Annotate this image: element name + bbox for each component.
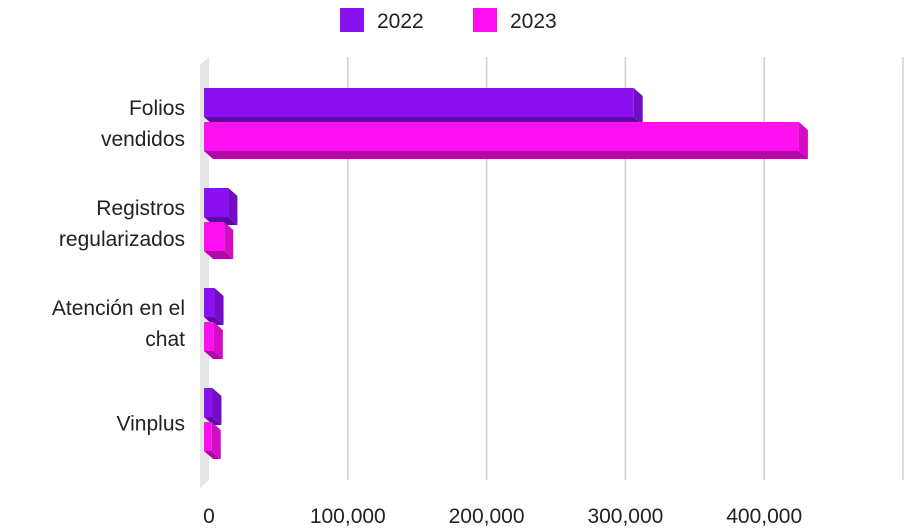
bars [204, 88, 808, 459]
bar-end [224, 222, 234, 259]
bar-front [204, 188, 229, 217]
bar-front [204, 122, 799, 151]
legend-label: 2022 [377, 10, 424, 33]
bar-bottom [204, 351, 223, 359]
bar-front [204, 422, 212, 451]
bar-bottom [204, 317, 224, 325]
bar-bottom [204, 151, 808, 159]
chart-wall [200, 57, 209, 488]
legend-swatch [340, 8, 364, 32]
legend-item-2022: 2022 [340, 8, 424, 33]
category-label: chat [145, 328, 185, 351]
bar-front [204, 222, 225, 251]
bar-bottom [204, 251, 234, 259]
bar-end [213, 322, 223, 359]
legend-swatch [473, 8, 497, 32]
x-tick-label: 300,000 [587, 505, 663, 528]
category-label: Vinplus [117, 413, 186, 436]
bar-end [633, 88, 643, 125]
bar-2022-0 [204, 88, 643, 125]
legend-label: 2023 [510, 10, 557, 33]
category-label: vendidos [101, 128, 185, 151]
legend-item-2023: 2023 [473, 8, 557, 33]
x-axis-tick-labels: 0 100,000 200,000 300,000 400,000 [203, 505, 802, 528]
bar-2022-1 [204, 188, 238, 225]
legend: 2022 2023 [340, 8, 557, 33]
bar-bottom [204, 451, 221, 459]
category-label: Folios [129, 97, 185, 120]
bar-2023-2 [204, 322, 223, 359]
category-labels: Folios vendidos Registros regularizados Aten… [52, 97, 185, 436]
bar-bottom [204, 417, 222, 425]
bar-end [212, 388, 222, 425]
bar-2023-0 [204, 122, 808, 159]
category-label: Atención en el [52, 297, 185, 320]
bar-front [204, 288, 215, 317]
bar-front [204, 388, 213, 417]
x-tick-label: 400,000 [726, 505, 802, 528]
bar-front [204, 88, 634, 117]
category-label: regularizados [59, 228, 185, 251]
x-tick-label: 0 [203, 505, 215, 528]
category-label: Registros [96, 197, 185, 220]
bar-2022-3 [204, 388, 222, 425]
bar-end [228, 188, 238, 225]
bar-end [214, 288, 224, 325]
chart-left-wall [200, 57, 209, 488]
bar-2023-1 [204, 222, 234, 259]
x-tick-label: 100,000 [310, 505, 386, 528]
bar-end [211, 422, 221, 459]
gridlines [347, 57, 904, 480]
bar-end [798, 122, 808, 159]
x-tick-label: 200,000 [449, 505, 525, 528]
bar-2022-2 [204, 288, 224, 325]
bar-front [204, 322, 214, 351]
bar-2023-3 [204, 422, 221, 459]
